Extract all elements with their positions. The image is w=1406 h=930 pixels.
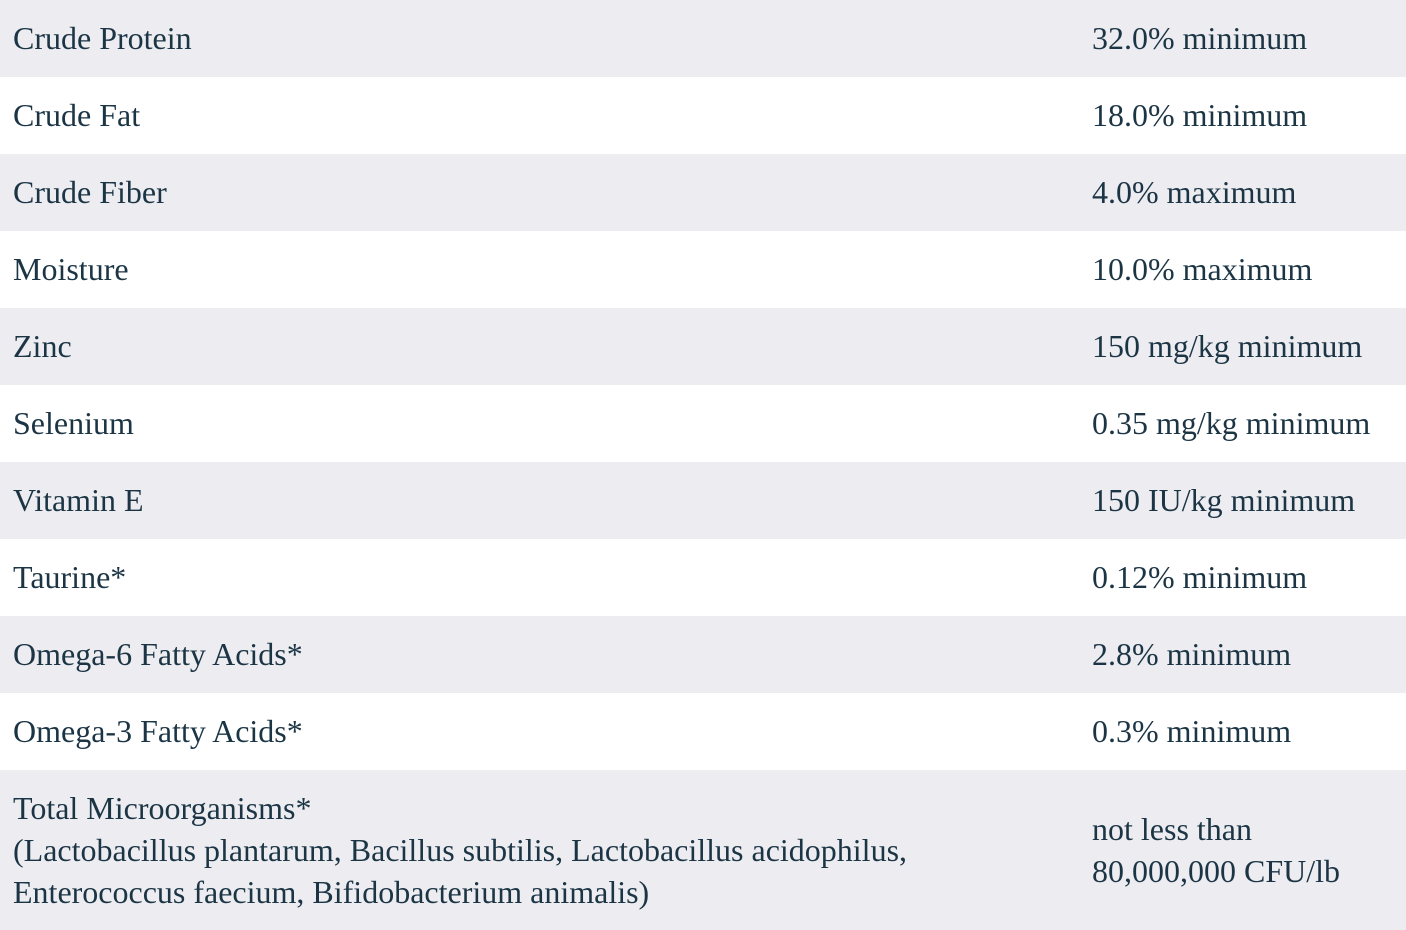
nutrient-value: 0.12% minimum [1092,559,1308,595]
nutrient-name: Omega-6 Fatty Acids* [13,636,303,672]
nutrient-name: Omega-3 Fatty Acids* [13,713,303,749]
table-row: Omega-6 Fatty Acids* 2.8% minimum [0,616,1406,693]
nutrient-name: Selenium [13,405,134,441]
table-row: Selenium 0.35 mg/kg minimum [0,385,1406,462]
nutrient-name: Total Microorganisms* (Lactobacillus pla… [0,770,1092,930]
nutrient-name: Crude Protein [13,20,192,56]
table-row: Taurine* 0.12% minimum [0,539,1406,616]
table-row: Crude Protein 32.0% minimum [0,0,1406,77]
nutrient-value: 2.8% minimum [1092,636,1292,672]
nutrient-value: 4.0% maximum [1092,174,1297,210]
nutrient-name-detail-line: (Lactobacillus plantarum, Bacillus subti… [13,832,908,868]
table-row: Moisture 10.0% maximum [0,231,1406,308]
nutrient-name: Taurine* [13,559,127,595]
nutrient-value-line: 80,000,000 CFU/lb [1092,853,1341,889]
nutrient-name-line: Total Microorganisms* [13,790,312,826]
table-row: Omega-3 Fatty Acids* 0.3% minimum [0,693,1406,770]
nutrient-value: 10.0% maximum [1092,251,1313,287]
nutrient-value: 18.0% minimum [1092,97,1308,133]
nutrient-value: 32.0% minimum [1092,20,1308,56]
nutrient-value: not less than 80,000,000 CFU/lb [1092,770,1406,930]
table-row: Crude Fiber 4.0% maximum [0,154,1406,231]
nutrient-value: 150 mg/kg minimum [1092,328,1363,364]
nutrient-value: 0.3% minimum [1092,713,1292,749]
nutrient-name: Vitamin E [13,482,144,518]
nutrient-name: Zinc [13,328,72,364]
nutrient-name: Crude Fat [13,97,141,133]
nutrient-value: 0.35 mg/kg minimum [1092,405,1371,441]
nutrient-name-detail-line: Enterococcus faecium, Bifidobacterium an… [13,874,650,910]
nutrient-name: Moisture [13,251,129,287]
nutrient-value-line: not less than [1092,811,1252,847]
table-row: Vitamin E 150 IU/kg minimum [0,462,1406,539]
table-row: Zinc 150 mg/kg minimum [0,308,1406,385]
nutrient-name: Crude Fiber [13,174,167,210]
nutrient-value: 150 IU/kg minimum [1092,482,1356,518]
table-row: Crude Fat 18.0% minimum [0,77,1406,154]
table-row: Total Microorganisms* (Lactobacillus pla… [0,770,1406,930]
